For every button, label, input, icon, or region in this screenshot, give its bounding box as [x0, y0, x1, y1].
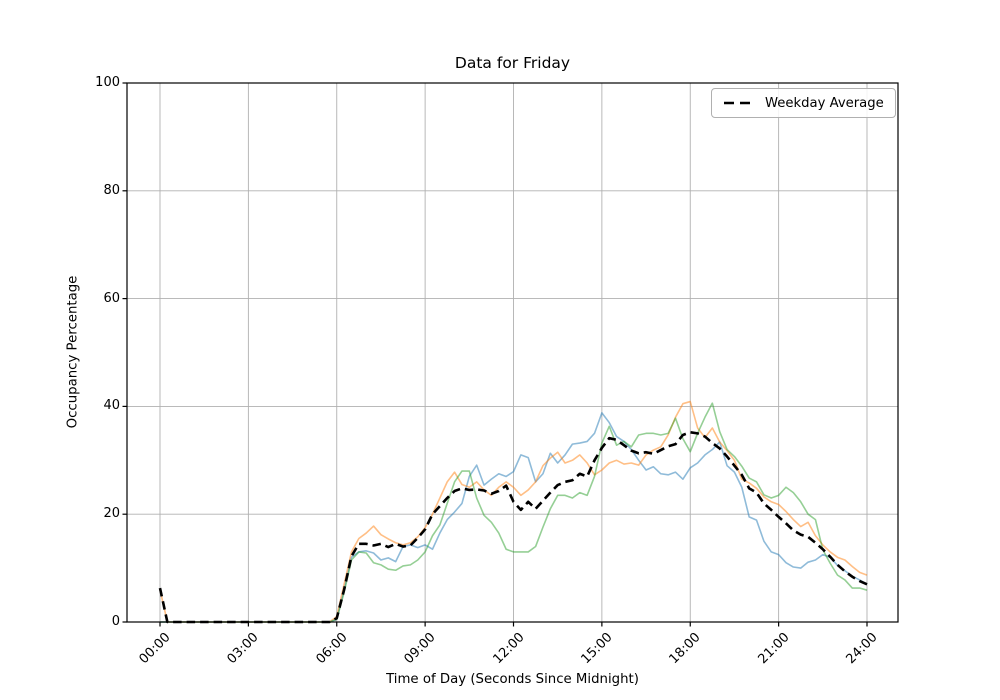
y-tick-label: 100 [95, 75, 120, 90]
y-tick-label: 0 [111, 614, 120, 629]
legend-label: Weekday Average [765, 95, 884, 111]
x-tick-label: 09:00 [401, 630, 439, 668]
dashed-line-icon [724, 101, 755, 105]
series-line-weekday-average [158, 430, 868, 624]
y-tick-label: 80 [103, 182, 120, 198]
x-tick-label: 00:00 [136, 630, 174, 668]
y-tick-label: 60 [103, 290, 120, 306]
chart-title: Data for Friday [454, 54, 571, 72]
axes-spines [126, 82, 899, 623]
y-tick-label: 40 [103, 398, 120, 414]
y-tick-label: 20 [103, 506, 120, 522]
x-tick-label: 18:00 [666, 630, 704, 668]
x-tick-label: 03:00 [224, 630, 262, 668]
x-tick-label: 24:00 [843, 630, 881, 668]
x-tick-label: 15:00 [578, 630, 616, 668]
x-axis-label: Time of Day (Seconds Since Midnight) [386, 672, 639, 687]
x-tick-label: 21:00 [755, 630, 793, 668]
x-tick-label: 12:00 [490, 630, 528, 668]
legend: Weekday Average [711, 88, 896, 118]
x-tick-label: 06:00 [313, 630, 351, 668]
